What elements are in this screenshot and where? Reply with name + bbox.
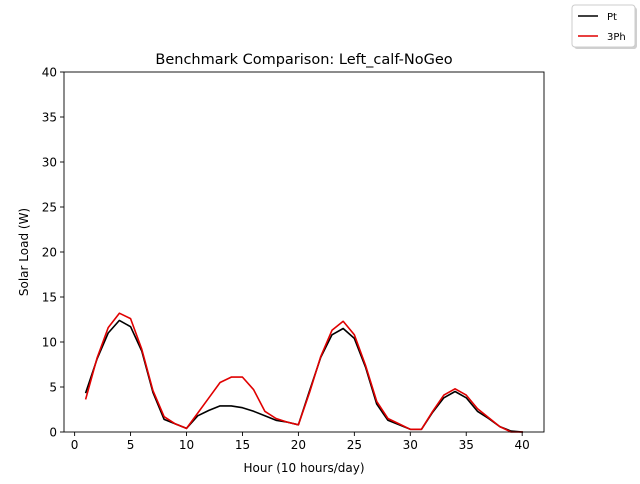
y-tick-label: 10: [42, 336, 57, 350]
x-tick-label: 0: [71, 438, 79, 452]
plot-area: [64, 72, 544, 432]
legend-label: 3Ph: [607, 32, 626, 43]
y-tick-label: 35: [42, 111, 57, 125]
y-axis-label: Solar Load (W): [17, 208, 31, 296]
y-tick-label: 0: [49, 426, 57, 440]
legend: Pt 3Ph: [571, 4, 637, 49]
x-tick-label: 15: [235, 438, 250, 452]
x-tick-label: 30: [403, 438, 418, 452]
x-tick-label: 10: [179, 438, 194, 452]
series-line-3ph: [84, 312, 523, 433]
y-tick-label: 20: [42, 246, 57, 260]
y-tick-label: 30: [42, 156, 57, 170]
chart-title: Benchmark Comparison: Left_calf-NoGeo: [155, 52, 452, 68]
series-layer: [84, 312, 524, 433]
x-tick-label: 20: [291, 438, 306, 452]
y-tick-label: 25: [42, 201, 57, 215]
x-tick-label: 5: [127, 438, 135, 452]
y-tick-label: 15: [42, 291, 57, 305]
x-tick-label: 40: [515, 438, 530, 452]
y-tick-label: 5: [49, 381, 57, 395]
y-tick-label: 40: [42, 66, 57, 80]
x-tick-label: 35: [459, 438, 474, 452]
x-tick-label: 25: [347, 438, 362, 452]
x-axis-label: Hour (10 hours/day): [243, 461, 364, 475]
axes-layer: 0 5 10 15 20 25 30 35 40 0 5 10 15 20 25 30 35 40: [42, 66, 545, 452]
legend-label: Pt: [607, 12, 617, 23]
